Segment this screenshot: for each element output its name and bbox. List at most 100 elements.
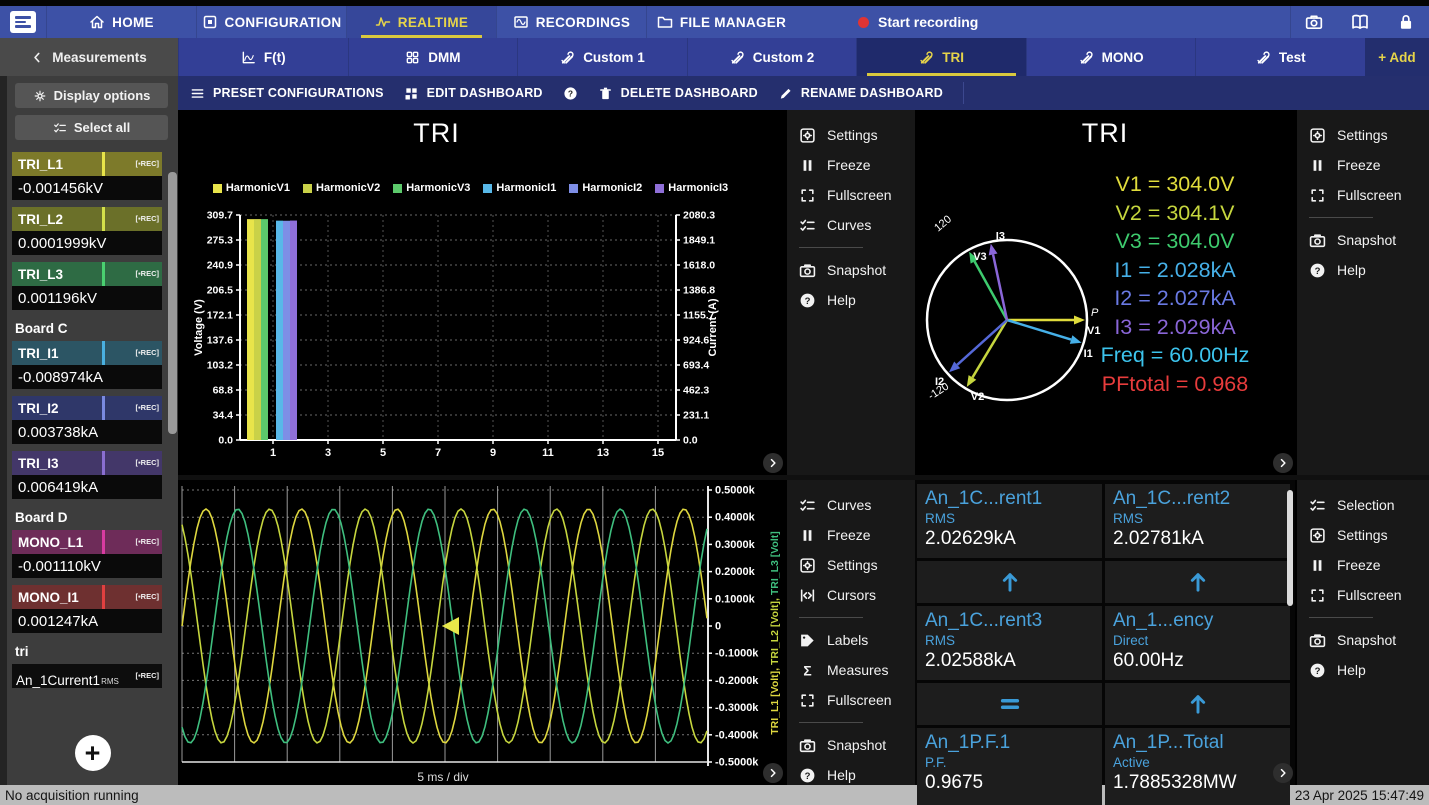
channel-name-row[interactable]: TRI_I1 [▪REC] [12, 341, 162, 365]
nav-item-label: RECORDINGS [535, 14, 631, 30]
svg-text:0: 0 [715, 621, 721, 633]
tile-value: 60.00Hz [1113, 650, 1184, 671]
tile-an-1p-total[interactable]: An_1P...Total Active 1.7885328MW [1105, 728, 1290, 805]
record-dot-icon [858, 16, 869, 28]
add-dashboard-button[interactable]: + Add [1365, 38, 1429, 76]
tile-an-1p-f-1[interactable]: An_1P.F.1 P.F. 0.9675 [917, 728, 1102, 805]
harmonics-freeze-button[interactable]: Freeze [787, 150, 915, 180]
tile-an-1c-rent3[interactable]: An_1C...rent3 RMS 2.02588kA [917, 606, 1102, 680]
tiles-scrollbar[interactable] [1287, 490, 1293, 606]
harmonics-settings-button[interactable]: Settings [787, 120, 915, 150]
phasor-readout-pftotal: PFtotal = 0.968 [1101, 371, 1249, 396]
harmonics-fullscreen-button[interactable]: Fullscreen [787, 180, 915, 210]
svg-text:Current (A): Current (A) [707, 298, 719, 356]
chevron-right-icon [1280, 768, 1286, 778]
channel-item-tri_i2[interactable]: TRI_I2 [▪REC] 0.003738kA [12, 396, 162, 444]
phasor-fullscreen-button[interactable]: Fullscreen [1297, 180, 1429, 210]
tab-dmm[interactable]: DMM [347, 38, 518, 76]
tab-mono[interactable]: MONO [1025, 38, 1196, 76]
toolbar-delete-dashboard[interactable]: DELETE DASHBOARD [598, 86, 758, 101]
waveform-expander-button[interactable] [763, 763, 783, 783]
tab-custom-2[interactable]: Custom 2 [686, 38, 857, 76]
waveform-settings-button[interactable]: Settings [787, 550, 915, 580]
tiles-snapshot-button[interactable]: Snapshot [1297, 625, 1429, 655]
channel-item-mono_i1[interactable]: MONO_I1 [▪REC] 0.001247kA [12, 585, 162, 633]
channel-item-tri_i1[interactable]: TRI_I1 [▪REC] -0.008974kA [12, 341, 162, 389]
nav-manual-button[interactable] [1337, 6, 1383, 38]
channel-value: 0.003738kA [12, 420, 162, 444]
tile-an-1c-rent1[interactable]: An_1C...rent1 RMS 2.02629kA [917, 484, 1102, 558]
phasor-settings-button[interactable]: Settings [1297, 120, 1429, 150]
nav-screenshot-button[interactable] [1291, 6, 1337, 38]
phasor-help-button[interactable]: ? Help [1297, 255, 1429, 285]
harmonics-snapshot-button[interactable]: Snapshot [787, 255, 915, 285]
toolbar-help[interactable]: ? [563, 86, 578, 101]
nav-item-recordings[interactable]: RECORDINGS [496, 6, 646, 38]
tab-test[interactable]: Test [1195, 38, 1365, 76]
tiles-help-button[interactable]: ? Help [1297, 655, 1429, 685]
waveform-help-button[interactable]: ? Help [787, 760, 915, 790]
start-recording-button[interactable]: Start recording [858, 6, 978, 38]
nav-lock-button[interactable] [1383, 6, 1429, 38]
select-all-button[interactable]: Select all [15, 115, 168, 140]
tab-tri[interactable]: TRI [856, 38, 1026, 76]
tiles-settings-button[interactable]: Settings [1297, 520, 1429, 550]
waveform-curves-button[interactable]: Curves [787, 490, 915, 520]
waveform-freeze-button[interactable]: Freeze [787, 520, 915, 550]
phasor-snapshot-button[interactable]: Snapshot [1297, 225, 1429, 255]
settings-icon [1310, 127, 1325, 143]
tile-name: An_1...ency [1113, 610, 1214, 631]
waveform-fullscreen-button[interactable]: Fullscreen [787, 685, 915, 715]
channel-name-row[interactable]: TRI_I2 [▪REC] [12, 396, 162, 420]
waveform-cursors-button[interactable]: Cursors [787, 580, 915, 610]
channel-item-an_1current1[interactable]: An_1Current1 RMS [▪REC] [12, 664, 162, 688]
nav-item-configuration[interactable]: CONFIGURATION [196, 6, 346, 38]
channel-name-row[interactable]: MONO_I1 [▪REC] [12, 585, 162, 609]
nav-item-home[interactable]: HOME [46, 6, 196, 38]
waveform-snapshot-button[interactable]: Snapshot [787, 730, 915, 760]
tab-f-t-[interactable]: F(t) [178, 38, 348, 76]
curves-icon [53, 122, 66, 132]
tile-an-1c-rent2[interactable]: An_1C...rent2 RMS 2.02781kA [1105, 484, 1290, 558]
fullscreen-icon [801, 693, 814, 707]
toolbar-preset-configurations[interactable]: PRESET CONFIGURATIONS [190, 86, 384, 101]
harmonics-help-button[interactable]: ? Help [787, 285, 915, 315]
add-channel-button[interactable]: + [74, 735, 111, 771]
channel-name-row[interactable]: TRI_L2 [▪REC] [12, 207, 162, 231]
waveform-measures-button[interactable]: Σ Measures [787, 655, 915, 685]
nav-item-file-manager[interactable]: FILE MANAGER [646, 6, 796, 38]
measurements-back-button[interactable]: Measurements [0, 38, 178, 76]
channel-item-tri_l2[interactable]: TRI_L2 [▪REC] 0.0001999kV [12, 207, 162, 255]
tile-an-1-ency[interactable]: An_1...ency Direct 60.00Hz [1105, 606, 1290, 680]
tab-custom-1[interactable]: Custom 1 [517, 38, 687, 76]
nav-item-realtime[interactable]: REALTIME [346, 6, 496, 38]
harmonics-expander-button[interactable] [763, 453, 783, 473]
channel-name-row[interactable]: MONO_L1 [▪REC] [12, 530, 162, 554]
channel-item-tri_l3[interactable]: TRI_L3 [▪REC] 0.001196kV [12, 262, 162, 310]
tiles-selection-button[interactable]: Selection [1297, 490, 1429, 520]
channel-item-mono_l1[interactable]: MONO_L1 [▪REC] -0.001110kV [12, 530, 162, 578]
channel-name-row[interactable]: TRI_L1 [▪REC] [12, 152, 162, 176]
toolbar-edit-dashboard[interactable]: EDIT DASHBOARD [404, 86, 543, 101]
waveform-labels-button[interactable]: Labels [787, 625, 915, 655]
rec-badge: [▪REC] [135, 159, 160, 168]
phasor-expander-button[interactable] [1273, 453, 1293, 473]
menu-item-label: Fullscreen [827, 187, 892, 203]
phasor-readout-v1: V1 = 304.0V [1115, 172, 1235, 196]
phasor-freeze-button[interactable]: Freeze [1297, 150, 1429, 180]
svg-text:137.6: 137.6 [207, 335, 233, 347]
display-options-button[interactable]: Display options [15, 83, 168, 108]
channel-item-tri_i3[interactable]: TRI_I3 [▪REC] 0.006419kA [12, 451, 162, 499]
channel-name-row[interactable]: TRI_I3 [▪REC] [12, 451, 162, 475]
app-menu-button[interactable] [0, 6, 46, 38]
channel-name-row[interactable]: TRI_L3 [▪REC] [12, 262, 162, 286]
sidebar-scrollbar[interactable] [168, 172, 177, 434]
harmonics-curves-button[interactable]: Curves [787, 210, 915, 240]
toolbar-rename-dashboard[interactable]: RENAME DASHBOARD [778, 86, 943, 101]
selection-icon [1310, 499, 1325, 511]
tiles-freeze-button[interactable]: Freeze [1297, 550, 1429, 580]
tiles-fullscreen-button[interactable]: Fullscreen [1297, 580, 1429, 610]
tiles-expander-button[interactable] [1273, 763, 1293, 783]
channel-item-tri_l1[interactable]: TRI_L1 [▪REC] -0.001456kV [12, 152, 162, 200]
harmonics-legend: HarmonicV1 HarmonicV2 HarmonicV3 HarmonicI1… [196, 182, 745, 194]
